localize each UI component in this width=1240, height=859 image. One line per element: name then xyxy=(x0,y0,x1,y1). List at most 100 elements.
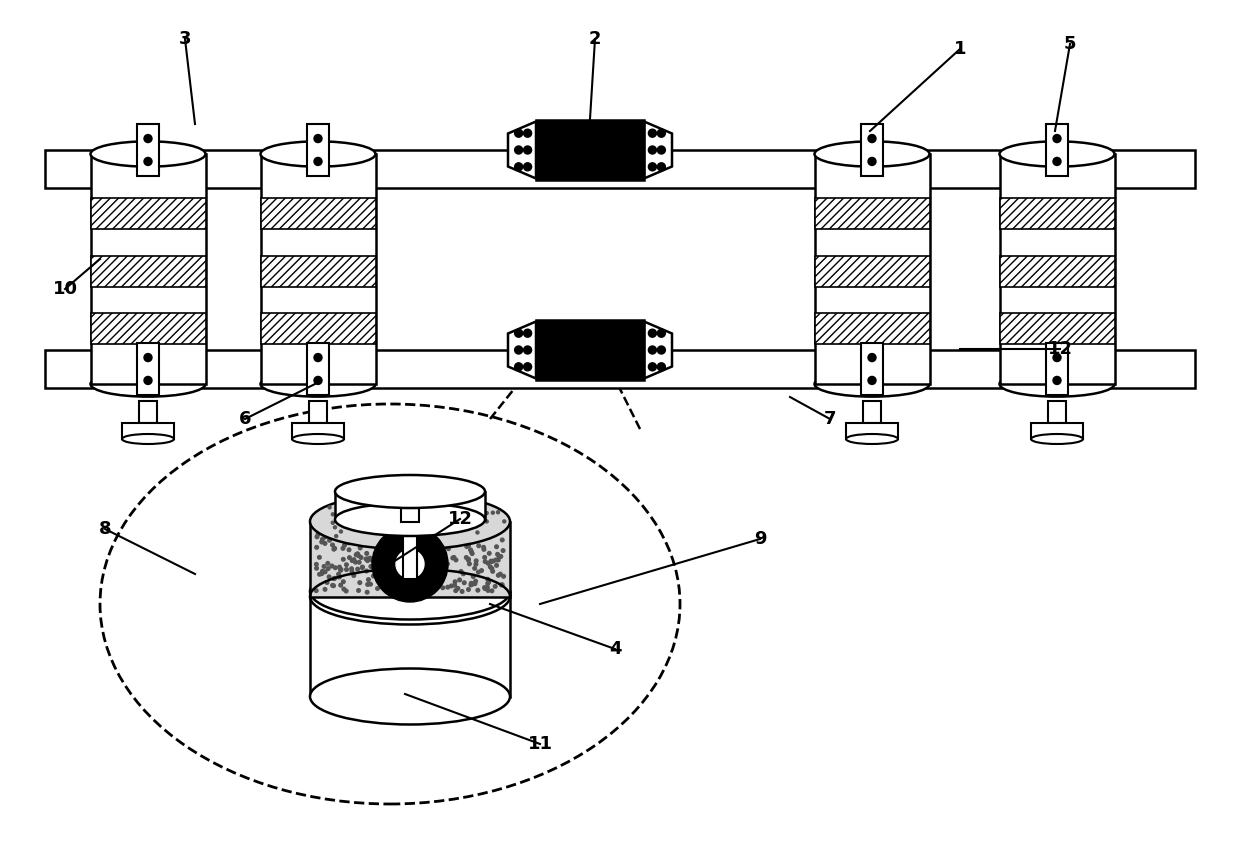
Circle shape xyxy=(378,577,382,581)
Circle shape xyxy=(868,376,875,385)
Bar xyxy=(861,343,883,395)
Circle shape xyxy=(479,533,482,536)
Circle shape xyxy=(444,536,446,539)
Circle shape xyxy=(649,329,656,338)
Circle shape xyxy=(474,580,477,583)
Circle shape xyxy=(366,559,370,563)
Circle shape xyxy=(466,557,470,561)
Circle shape xyxy=(491,533,494,536)
Circle shape xyxy=(366,502,368,504)
Circle shape xyxy=(417,527,420,529)
Circle shape xyxy=(433,575,436,578)
Circle shape xyxy=(414,537,417,539)
Circle shape xyxy=(490,559,492,563)
Circle shape xyxy=(391,580,394,583)
Circle shape xyxy=(322,564,326,568)
Circle shape xyxy=(331,543,335,547)
Circle shape xyxy=(422,509,424,511)
Circle shape xyxy=(501,538,503,542)
Bar xyxy=(403,529,417,579)
Circle shape xyxy=(368,530,372,533)
Circle shape xyxy=(402,587,404,591)
Circle shape xyxy=(403,526,407,529)
Circle shape xyxy=(410,497,413,499)
Circle shape xyxy=(405,519,408,522)
Circle shape xyxy=(367,578,371,582)
Bar xyxy=(310,521,510,596)
Circle shape xyxy=(315,566,319,570)
Circle shape xyxy=(398,528,402,532)
Circle shape xyxy=(465,543,469,546)
Circle shape xyxy=(495,545,498,549)
Bar xyxy=(309,401,327,423)
Circle shape xyxy=(496,531,500,534)
Bar xyxy=(815,198,930,229)
Circle shape xyxy=(657,146,666,154)
Circle shape xyxy=(451,556,455,560)
Circle shape xyxy=(424,515,427,518)
Circle shape xyxy=(376,502,378,504)
Circle shape xyxy=(339,527,342,530)
Bar xyxy=(91,256,206,287)
Circle shape xyxy=(487,551,491,555)
Circle shape xyxy=(360,518,363,521)
Bar xyxy=(291,423,343,439)
Circle shape xyxy=(436,527,439,531)
Circle shape xyxy=(324,588,327,591)
Circle shape xyxy=(340,530,342,533)
Circle shape xyxy=(341,557,345,561)
Circle shape xyxy=(471,527,474,531)
Circle shape xyxy=(403,524,407,527)
Bar xyxy=(815,314,930,344)
Circle shape xyxy=(459,514,461,516)
Circle shape xyxy=(491,533,495,538)
Circle shape xyxy=(496,511,500,514)
Circle shape xyxy=(366,528,370,533)
Circle shape xyxy=(347,530,351,533)
Circle shape xyxy=(327,575,331,579)
Circle shape xyxy=(412,519,415,521)
Circle shape xyxy=(523,329,532,338)
Circle shape xyxy=(366,557,370,561)
Circle shape xyxy=(362,512,366,515)
Circle shape xyxy=(465,545,469,548)
Circle shape xyxy=(413,501,415,503)
Circle shape xyxy=(515,329,522,338)
Circle shape xyxy=(361,565,365,569)
Circle shape xyxy=(495,558,497,562)
Circle shape xyxy=(370,497,372,501)
Bar xyxy=(1048,401,1066,423)
Text: 6: 6 xyxy=(239,410,252,428)
Circle shape xyxy=(470,551,474,556)
Circle shape xyxy=(337,576,341,579)
Circle shape xyxy=(469,539,472,544)
Circle shape xyxy=(396,522,399,525)
Circle shape xyxy=(438,583,441,587)
Text: 3: 3 xyxy=(179,30,191,48)
Circle shape xyxy=(382,543,384,546)
Circle shape xyxy=(392,530,396,533)
Circle shape xyxy=(451,527,455,530)
Circle shape xyxy=(314,354,322,362)
Circle shape xyxy=(382,527,386,531)
Circle shape xyxy=(372,526,448,602)
Circle shape xyxy=(649,146,656,154)
Circle shape xyxy=(342,544,346,547)
Circle shape xyxy=(370,564,373,569)
Circle shape xyxy=(332,584,335,588)
Circle shape xyxy=(379,513,382,515)
Circle shape xyxy=(453,556,456,559)
Circle shape xyxy=(460,533,464,536)
Bar xyxy=(536,320,644,380)
Circle shape xyxy=(353,539,357,543)
Circle shape xyxy=(365,551,368,555)
Circle shape xyxy=(453,583,456,587)
Circle shape xyxy=(345,563,348,566)
Circle shape xyxy=(649,346,656,354)
Circle shape xyxy=(1053,157,1061,166)
Bar xyxy=(260,256,376,287)
Circle shape xyxy=(657,329,666,338)
Circle shape xyxy=(317,572,321,576)
Ellipse shape xyxy=(291,434,343,444)
Circle shape xyxy=(515,362,522,371)
